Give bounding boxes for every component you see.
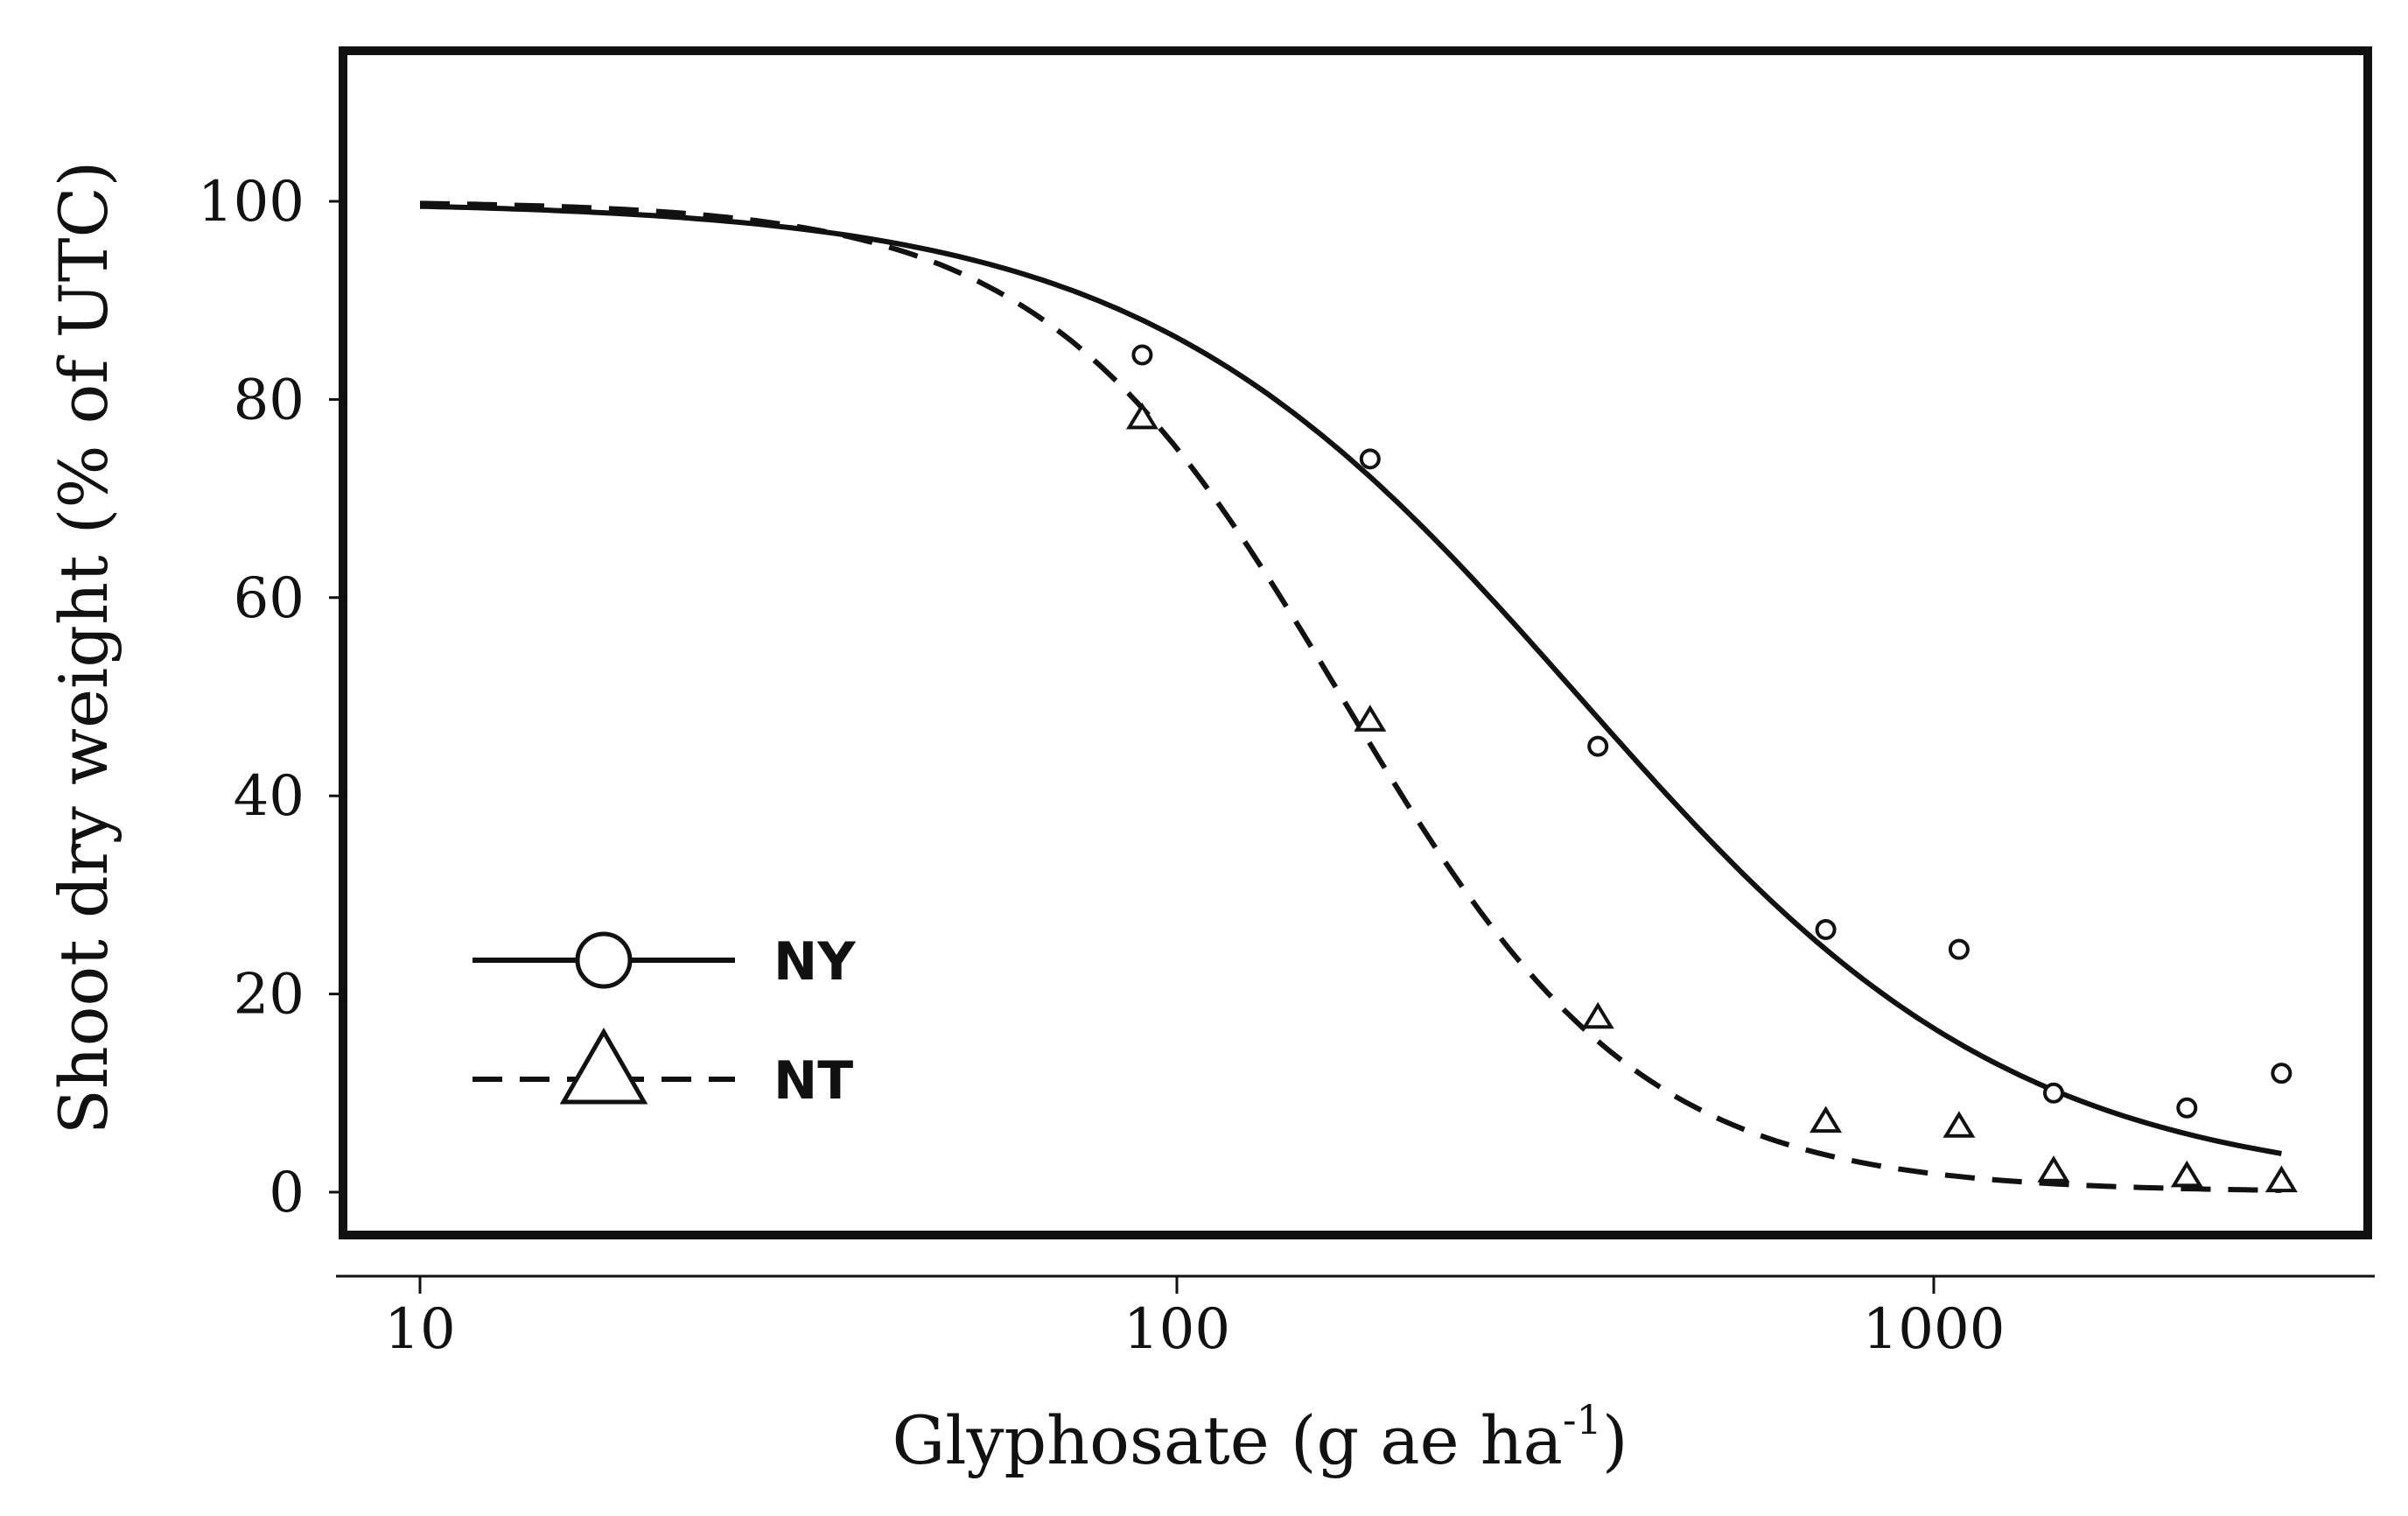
x-axis: 10 100 1000 <box>336 1274 2375 1362</box>
legend-item-ny: NY <box>472 931 857 993</box>
data-point-ny <box>1587 735 1609 757</box>
x-tick-label: 100 <box>1124 1297 1230 1362</box>
y-tick-label: 20 <box>234 963 304 1028</box>
data-point-ny <box>1359 448 1381 470</box>
data-point-ny <box>2176 1097 2198 1119</box>
y-tick-label: 60 <box>234 566 304 631</box>
y-axis: 0 20 40 60 80 100 <box>198 170 346 1225</box>
data-point-ny <box>1131 344 1153 366</box>
data-point-ny <box>2271 1063 2292 1084</box>
legend-marker <box>575 931 633 989</box>
data-point-nt <box>2264 1165 2298 1193</box>
data-point-nt <box>1810 1105 1843 1133</box>
fit-curve-ny <box>419 203 2282 1156</box>
legend-label: NT <box>774 1050 853 1112</box>
fit-curves <box>419 200 2282 1193</box>
legend: NY NT <box>472 931 857 1112</box>
data-point-nt <box>1354 705 1387 732</box>
legend-item-nt: NT <box>472 1027 853 1112</box>
data-points <box>1125 344 2298 1193</box>
y-tick-label: 40 <box>234 764 304 829</box>
plot-frame <box>339 46 2372 1239</box>
data-point-nt <box>2170 1160 2203 1188</box>
y-tick-label: 80 <box>234 368 304 432</box>
legend-label: NY <box>774 931 857 993</box>
y-tick-label: 100 <box>198 170 304 235</box>
data-point-ny <box>2042 1082 2064 1104</box>
data-point-nt <box>1581 1001 1614 1029</box>
x-tick-label: 1000 <box>1863 1297 2006 1362</box>
data-point-nt <box>1125 402 1158 430</box>
data-point-ny <box>1948 938 1970 960</box>
y-axis-title: Shoot dry weight (% of UTC) <box>45 161 122 1135</box>
data-point-nt <box>2037 1155 2070 1183</box>
data-point-nt <box>1942 1111 1976 1138</box>
x-axis-title: Glyphosate (g ae ha-1) <box>892 1396 1628 1479</box>
fit-curve-nt <box>419 200 2282 1193</box>
y-tick-label: 0 <box>269 1161 304 1225</box>
x-tick-label: 10 <box>384 1297 455 1362</box>
legend-marker <box>559 1027 648 1105</box>
data-point-ny <box>1815 919 1837 941</box>
